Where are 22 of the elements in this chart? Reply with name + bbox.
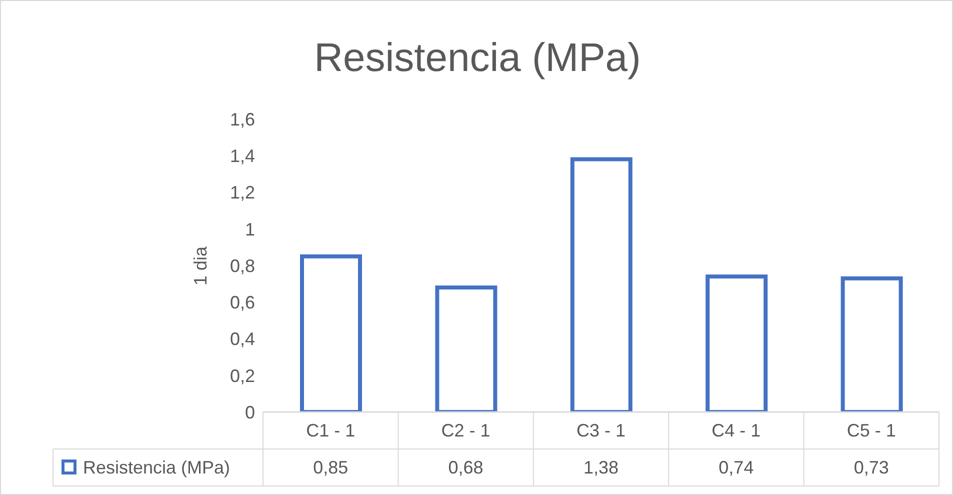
y-tick-label: 0,2 <box>230 366 255 386</box>
y-tick-label: 0,6 <box>230 292 255 313</box>
x-tick-label: C1 - 1 <box>306 420 356 440</box>
x-tick-label: C4 - 1 <box>712 420 761 440</box>
data-label: 0,85 <box>313 458 348 478</box>
data-label: 1,38 <box>583 458 619 478</box>
data-label: 0,73 <box>854 458 889 478</box>
legend-label: Resistencia (MPa) <box>83 458 230 478</box>
y-tick-label: 1,6 <box>230 109 255 130</box>
y-tick-label: 1 <box>244 219 255 240</box>
y-tick-label: 0 <box>244 402 255 422</box>
x-tick-label: C2 - 1 <box>441 420 490 440</box>
chart-title: Resistencia (MPa) <box>313 36 642 81</box>
x-tick-label: C3 - 1 <box>576 420 626 440</box>
y-tick-label: 1,2 <box>230 182 255 203</box>
y-tick-label: 0,4 <box>230 329 255 350</box>
y-tick-label: 0,8 <box>230 256 255 276</box>
y-tick-label: 1,4 <box>230 146 255 166</box>
x-tick-label: C5 - 1 <box>846 420 896 440</box>
y-axis-title: 1 dia <box>190 246 212 286</box>
data-label: 0,74 <box>718 458 754 478</box>
data-label: 0,68 <box>448 458 484 478</box>
